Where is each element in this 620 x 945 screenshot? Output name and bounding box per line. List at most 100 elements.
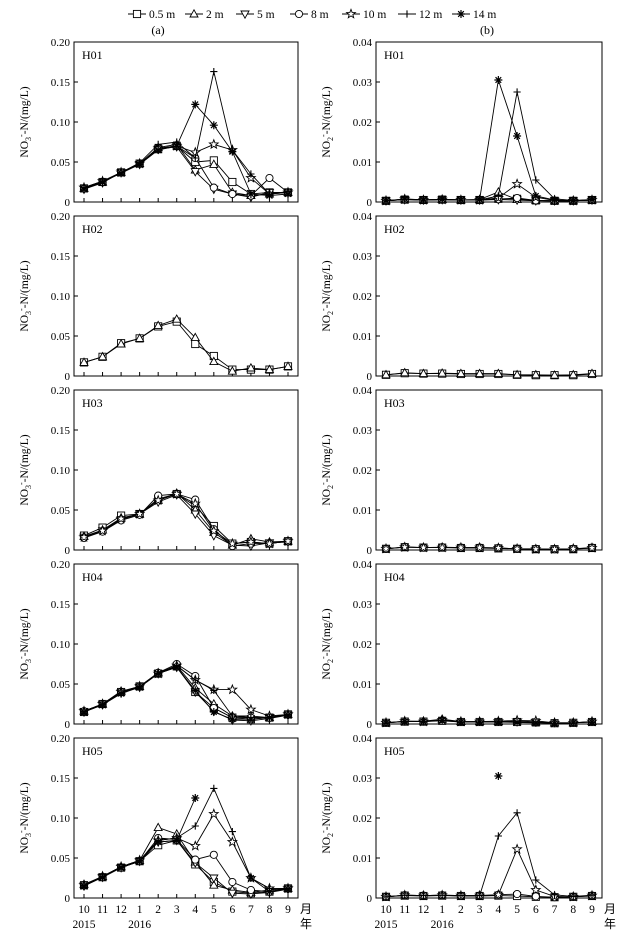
legend-marker	[345, 8, 357, 19]
x-tick-label: 5	[514, 904, 520, 916]
data-point	[210, 784, 218, 792]
data-point	[226, 537, 238, 549]
y-axis-label-rest: -N/(mg/L)	[19, 434, 31, 482]
data-point	[284, 711, 292, 720]
data-point	[210, 686, 218, 694]
data-point	[382, 196, 390, 205]
panel-H01-a: H01 0 0.05 0.10 0.15 0.20 NO3--N/(mg/L)	[17, 37, 299, 209]
x-unit-label: 年	[604, 917, 616, 931]
y-tick-label: 0.15	[51, 77, 71, 89]
legend-label: 2 m	[206, 9, 224, 21]
y-axis-label-main: NO	[19, 663, 31, 680]
series-14m	[80, 794, 292, 896]
y-tick-label: 0	[367, 545, 373, 557]
data-point	[79, 357, 89, 366]
y-axis-label-main: NO	[19, 837, 31, 854]
data-point	[208, 524, 220, 536]
series-line	[83, 665, 289, 719]
y-axis-label-sub: 3	[24, 311, 33, 315]
panel-H04-b: H04 0 0.01 0.02 0.03 0.04 NO2--N/(mg/L)	[319, 559, 603, 731]
y-axis-label-sup: -	[319, 482, 328, 485]
data-point	[588, 891, 596, 899]
data-point	[209, 708, 218, 716]
x-year-label: 2015	[73, 919, 96, 931]
data-point	[530, 543, 542, 554]
data-point	[550, 719, 559, 728]
series-line	[83, 494, 289, 547]
y-axis-label-sup: -	[17, 830, 26, 833]
legend-entry: 0.5 m	[128, 9, 175, 21]
data-point	[532, 176, 540, 184]
y-tick-label: 0.03	[353, 773, 373, 785]
x-tick-label: 1	[439, 904, 445, 916]
data-point	[492, 888, 504, 900]
data-point	[265, 191, 274, 200]
series-10m	[78, 138, 294, 199]
y-tick-label: 0	[367, 893, 373, 905]
data-point	[494, 718, 503, 726]
data-point	[98, 178, 107, 186]
data-point	[419, 892, 428, 900]
data-point	[191, 676, 199, 684]
series-14m	[382, 716, 596, 728]
legend-label: 5 m	[257, 9, 275, 21]
data-point	[209, 183, 218, 192]
data-point	[117, 863, 126, 872]
y-tick-label: 0.03	[353, 77, 373, 89]
y-tick-label: 0.01	[353, 853, 372, 865]
y-tick-label: 0.15	[51, 251, 71, 263]
data-point	[246, 885, 255, 895]
series-line	[83, 666, 289, 722]
y-tick-label: 0	[65, 371, 71, 383]
y-tick-label: 0.01	[353, 505, 372, 517]
plot-frame	[375, 737, 603, 899]
series-5m	[79, 836, 293, 900]
y-axis-label-sub: 3	[24, 659, 33, 663]
y-axis-label-sup: -	[17, 482, 26, 485]
y-tick-label: 0.20	[51, 211, 71, 223]
data-point	[189, 497, 201, 509]
x-unit-label: 月	[300, 902, 312, 916]
data-point	[548, 543, 561, 554]
y-axis-label-rest: -N/(mg/L)	[19, 782, 31, 830]
y-tick-label: 0.15	[51, 773, 71, 785]
series-8m	[79, 833, 293, 896]
y-tick-label: 0.01	[353, 679, 372, 691]
x-tick-label: 2	[155, 904, 161, 916]
y-axis-label-main: NO	[321, 837, 333, 854]
y-tick-label: 0	[65, 197, 71, 209]
data-point	[382, 893, 390, 901]
data-point	[134, 508, 146, 519]
plot-frame	[73, 389, 299, 551]
y-axis-label-sup: -	[319, 308, 328, 311]
data-point	[172, 836, 181, 845]
y-tick-label: 0	[65, 719, 71, 731]
panel-title: H05	[384, 744, 405, 758]
data-point	[210, 68, 218, 76]
legend-entry: 8 m	[290, 9, 329, 21]
data-point	[191, 100, 200, 109]
data-point	[511, 843, 523, 854]
y-tick-label: 0.05	[51, 331, 71, 343]
y-tick-label: 0.02	[353, 639, 372, 651]
series-line	[83, 318, 289, 372]
y-axis-label-sub: 2	[326, 311, 335, 315]
data-point	[283, 361, 293, 370]
x-year-label: 2015	[375, 919, 398, 931]
data-point	[80, 708, 88, 716]
series-2m	[381, 186, 597, 205]
y-tick-label: 0.20	[51, 559, 71, 571]
x-tick-label: 12	[115, 904, 127, 916]
x-tick-label: 3	[477, 904, 483, 916]
x-tick-label: 4	[495, 904, 501, 916]
y-tick-label: 0	[367, 197, 373, 209]
y-axis-label-rest: -N/(mg/L)	[19, 260, 31, 308]
data-point	[475, 195, 484, 204]
data-point	[246, 190, 255, 198]
series-line	[83, 71, 289, 195]
data-point	[209, 356, 219, 366]
data-point	[190, 332, 201, 342]
